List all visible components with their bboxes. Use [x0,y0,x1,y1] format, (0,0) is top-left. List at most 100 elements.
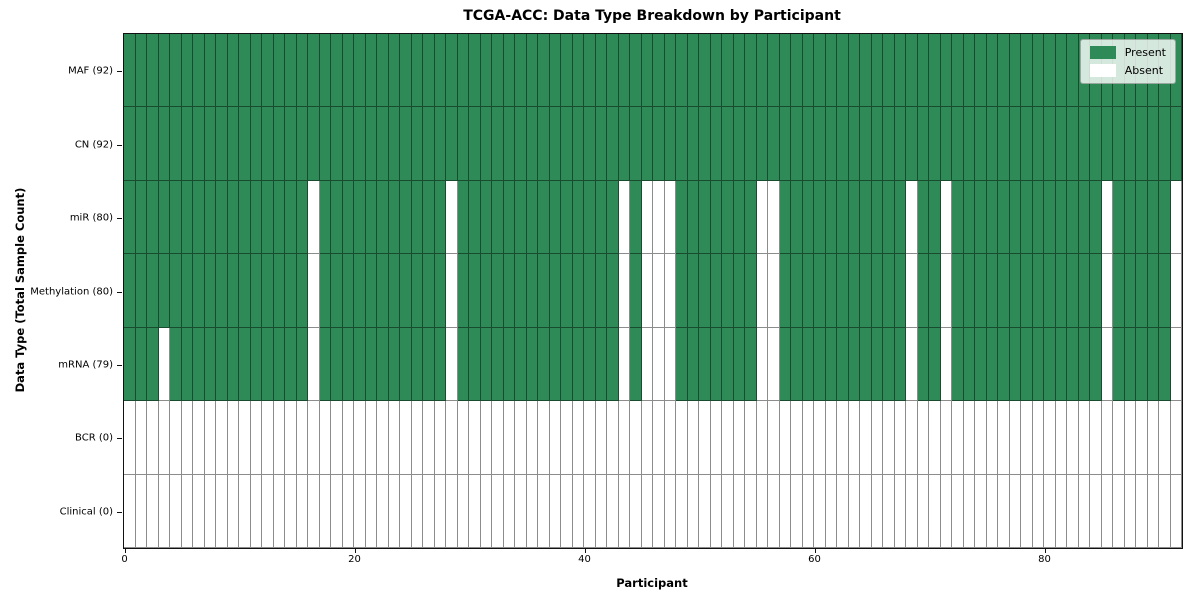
heatmap-cell [630,180,642,255]
heatmap-cell [193,34,205,108]
heatmap-cell [630,107,642,181]
legend-item-absent: Absent [1089,64,1166,77]
heatmap-cell [480,327,492,402]
heatmap-cell [837,327,849,402]
heatmap-cell [262,34,274,108]
heatmap-cell [561,254,573,328]
heatmap-cell [664,34,676,108]
heatmap-cell [1124,180,1136,255]
heatmap-cell [1078,107,1090,181]
heatmap-cell [998,180,1010,255]
heatmap-cell [170,180,182,255]
heatmap-cell [181,254,193,328]
heatmap-cell [1159,327,1171,402]
heatmap-cell [285,401,297,475]
heatmap-cell [457,107,469,181]
heatmap-cell [1067,34,1079,108]
heatmap-cell [975,254,987,328]
heatmap-cell [653,34,665,108]
heatmap-cell [906,327,918,402]
heatmap-cell [549,474,561,548]
heatmap-cell [664,180,676,255]
heatmap-cell [687,107,699,181]
heatmap-cell [239,327,251,402]
heatmap-cell [998,401,1010,475]
heatmap-cell [1113,107,1125,181]
heatmap-cell [216,401,228,475]
heatmap-cell [618,254,630,328]
legend-swatch-absent-icon [1089,64,1116,77]
heatmap-cell [687,34,699,108]
heatmap-cell [710,34,722,108]
heatmap-cell [469,401,481,475]
heatmap-cell [193,254,205,328]
heatmap-cell [262,474,274,548]
heatmap-cell [503,327,515,402]
heatmap-cell [170,327,182,402]
heatmap-cell [1078,327,1090,402]
heatmap-cell [1170,107,1182,181]
heatmap-cell [135,180,147,255]
heatmap-cell [768,327,780,402]
heatmap-cell [1170,254,1182,328]
heatmap-cell [1101,107,1113,181]
heatmap-cell [929,34,941,108]
heatmap-cell [641,180,653,255]
heatmap-cell [446,107,458,181]
heatmap-cell [216,107,228,181]
heatmap-cell [791,34,803,108]
heatmap-cell [607,107,619,181]
heatmap-cell [641,107,653,181]
heatmap-cell [158,34,170,108]
heatmap-cell [216,474,228,548]
heatmap-cell [952,180,964,255]
heatmap-cell [722,180,734,255]
heatmap-cell [434,34,446,108]
heatmap-cell [273,34,285,108]
heatmap-cell [1055,474,1067,548]
heatmap-cell [526,34,538,108]
heatmap-cell [572,401,584,475]
heatmap-cell [630,254,642,328]
heatmap-cell [768,34,780,108]
heatmap-cell [1021,180,1033,255]
heatmap-cell [538,34,550,108]
heatmap-cell [377,474,389,548]
heatmap-cell [756,474,768,548]
heatmap-cell [952,474,964,548]
heatmap-cell [308,254,320,328]
heatmap-cell [342,474,354,548]
heatmap-cell [308,180,320,255]
heatmap-cell [227,254,239,328]
heatmap-cell [986,327,998,402]
heatmap-cell [595,254,607,328]
heatmap-cell [1136,107,1148,181]
heatmap-cell [963,327,975,402]
heatmap-cell [722,401,734,475]
heatmap-cell [457,34,469,108]
heatmap-cell [135,474,147,548]
heatmap-cell [538,107,550,181]
heatmap-cell [837,107,849,181]
heatmap-cell [883,180,895,255]
heatmap-cell [860,180,872,255]
heatmap-cell [1113,474,1125,548]
heatmap-cell [929,474,941,548]
chart-title: TCGA-ACC: Data Type Breakdown by Partici… [463,8,841,24]
heatmap-cell [216,180,228,255]
heatmap-cell [1009,180,1021,255]
heatmap-cell [791,107,803,181]
heatmap-cell [124,180,136,255]
heatmap-cell [572,34,584,108]
heatmap-cell [699,180,711,255]
heatmap-cell [952,327,964,402]
heatmap-cell [239,401,251,475]
heatmap-cell [653,327,665,402]
heatmap-cell [124,254,136,328]
y-tick-mark [117,438,122,440]
heatmap-cell [825,254,837,328]
heatmap-cell [963,254,975,328]
heatmap-cell [204,401,216,475]
heatmap-cell [285,474,297,548]
heatmap-cell [1136,180,1148,255]
